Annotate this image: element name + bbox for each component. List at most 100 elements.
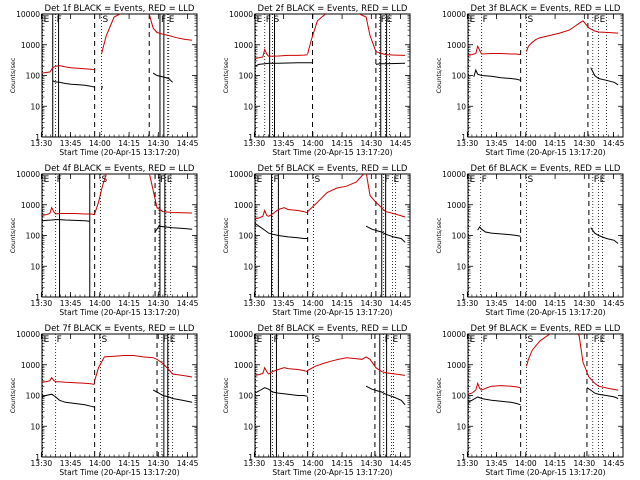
- y-tick-label: 10000: [16, 170, 40, 179]
- series-line-events: [42, 219, 90, 222]
- y-axis-label: Counts/sec: [9, 217, 17, 253]
- flag-label-F: F: [594, 15, 599, 25]
- x-tick-label: 13:45: [273, 299, 295, 308]
- x-tick-label: 13:30: [31, 139, 53, 148]
- panel-det-7: Det 7f BLACK = Events, RED = LLD 1 10 100 10…: [9, 324, 199, 477]
- y-tick-label: 1: [35, 293, 40, 302]
- y-tick-label: 10: [456, 102, 466, 111]
- series-line-events: [590, 67, 619, 86]
- series-line-lld: [42, 376, 95, 385]
- flag-label-E: E: [257, 335, 263, 345]
- x-tick-label: 14:30: [148, 459, 170, 468]
- y-tick-label: 10000: [442, 170, 466, 179]
- x-tick-label: 13:30: [457, 459, 479, 468]
- flag-label-F: F: [163, 335, 168, 345]
- flag-label-F: F: [381, 15, 386, 25]
- flag-label-F: F: [161, 15, 166, 25]
- flag-label-F: F: [385, 335, 390, 345]
- y-tick-label: 1: [461, 133, 466, 142]
- y-tick-label: 10: [243, 102, 253, 111]
- x-tick-label: 13:30: [31, 299, 53, 308]
- x-axis-label: Start Time (20-Apr-15 13:17:20): [485, 468, 605, 477]
- series-line-lld: [255, 366, 308, 376]
- series-line-events: [52, 79, 95, 88]
- x-tick-label: 13:45: [60, 299, 82, 308]
- flag-label-E: E: [470, 175, 476, 185]
- flag-label-E: E: [600, 335, 606, 345]
- y-tick-label: 1: [248, 293, 253, 302]
- chart-title: Det 4f BLACK = Events, RED = LLD: [45, 164, 195, 174]
- y-tick-label: 1000: [21, 41, 40, 50]
- flag-label-F: F: [385, 175, 390, 185]
- flag-label-F: F: [483, 15, 488, 25]
- x-tick-label: 14:45: [177, 139, 199, 148]
- flag-label-S: S: [314, 175, 320, 185]
- x-tick-label: 14:00: [89, 459, 111, 468]
- flag-label-E: E: [470, 335, 476, 345]
- y-tick-label: 10000: [442, 10, 466, 19]
- flag-label-F: F: [57, 15, 62, 25]
- y-tick-label: 1000: [234, 41, 253, 50]
- series-line-lld: [94, 174, 193, 215]
- x-tick-label: 14:45: [603, 139, 625, 148]
- x-tick-label: 14:15: [118, 459, 140, 468]
- x-tick-label: 13:30: [244, 299, 266, 308]
- flag-label-E: E: [44, 335, 50, 345]
- x-tick-label: 13:30: [31, 459, 53, 468]
- flag-label-E: E: [470, 15, 476, 25]
- x-tick-label: 14:15: [331, 139, 353, 148]
- flag-label-F: F: [274, 335, 279, 345]
- flag-label-F: F: [160, 175, 165, 185]
- x-tick-label: 14:30: [361, 139, 383, 148]
- y-tick-label: 1: [461, 293, 466, 302]
- x-axis-label: Start Time (20-Apr-15 13:17:20): [272, 308, 392, 317]
- chart-title: Det 1f BLACK = Events, RED = LLD: [45, 4, 195, 14]
- series-line-events: [477, 226, 521, 237]
- x-tick-label: 14:00: [515, 459, 537, 468]
- series-line-lld: [255, 47, 308, 60]
- x-tick-label: 14:15: [331, 459, 353, 468]
- flag-label-S: S: [527, 335, 533, 345]
- y-tick-label: 10: [30, 262, 40, 271]
- y-tick-label: 100: [239, 392, 254, 401]
- series-line-lld: [307, 356, 406, 376]
- x-tick-label: 13:45: [486, 139, 508, 148]
- y-tick-label: 10000: [229, 10, 253, 19]
- x-tick-label: 14:30: [148, 139, 170, 148]
- x-tick-label: 14:30: [574, 459, 596, 468]
- series-line-lld: [468, 381, 521, 395]
- flag-label-F: F: [594, 175, 599, 185]
- flag-label-E: E: [257, 15, 263, 25]
- panel-det-5: Det 5f BLACK = Events, RED = LLD 1 10 100 10…: [222, 164, 412, 317]
- series-line-lld: [94, 355, 193, 381]
- y-tick-label: 100: [26, 72, 41, 81]
- flag-label-E: E: [600, 15, 606, 25]
- x-tick-label: 14:45: [177, 299, 199, 308]
- x-tick-label: 14:45: [177, 459, 199, 468]
- x-tick-label: 14:00: [302, 139, 324, 148]
- x-tick-label: 14:00: [302, 299, 324, 308]
- y-tick-label: 10000: [229, 330, 253, 339]
- y-axis-label: Counts/sec: [222, 57, 230, 93]
- flag-label-S: S: [102, 15, 108, 25]
- panel-det-1: Det 1f BLACK = Events, RED = LLD 1 10 100 10…: [9, 4, 199, 157]
- flag-label-E: E: [44, 15, 50, 25]
- series-line-events: [255, 387, 308, 397]
- series-line-lld: [307, 174, 406, 218]
- y-tick-label: 10000: [229, 170, 253, 179]
- x-tick-label: 13:45: [60, 459, 82, 468]
- chart-title: Det 2f BLACK = Events, RED = LLD: [258, 4, 408, 14]
- y-axis-label: Counts/sec: [435, 377, 443, 413]
- series-line-lld: [42, 65, 95, 74]
- y-axis-label: Counts/sec: [435, 57, 443, 93]
- chart-title: Det 8f BLACK = Events, RED = LLD: [258, 324, 408, 334]
- y-tick-label: 100: [452, 392, 467, 401]
- x-tick-label: 14:30: [148, 299, 170, 308]
- x-tick-label: 14:00: [89, 139, 111, 148]
- x-tick-label: 14:45: [603, 299, 625, 308]
- chart-title: Det 5f BLACK = Events, RED = LLD: [258, 164, 408, 174]
- x-tick-label: 14:00: [515, 139, 537, 148]
- series-line-lld: [255, 207, 308, 220]
- plot-frame: [41, 13, 198, 138]
